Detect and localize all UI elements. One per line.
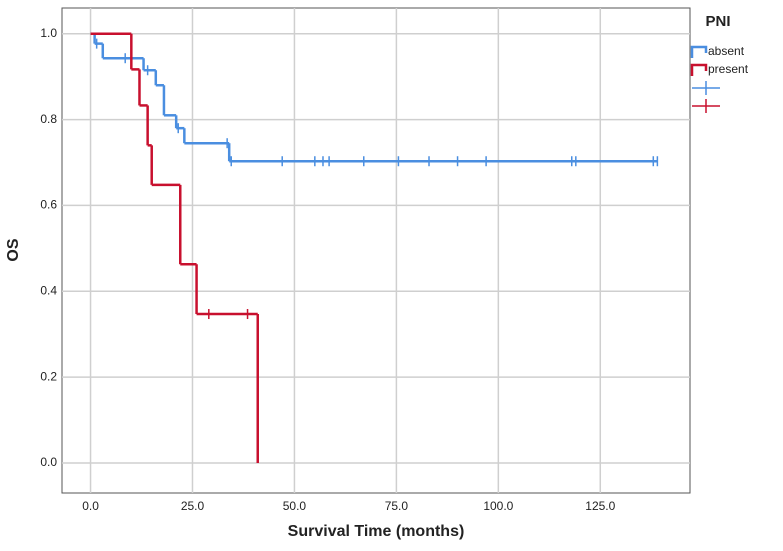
y-tick-label: 0.6: [40, 198, 57, 212]
y-tick-label: 0.8: [40, 112, 57, 126]
legend-censor-icons: [692, 81, 720, 113]
y-axis-title: OS: [5, 238, 22, 261]
x-tick-label: 125.0: [585, 499, 615, 513]
y-tick-label: 1.0: [40, 26, 57, 40]
plot-area: [61, 7, 691, 494]
x-tick-label: 100.0: [483, 499, 513, 513]
y-tick-label: 0.2: [40, 369, 57, 383]
x-tick-label: 75.0: [385, 499, 409, 513]
x-axis-title: Survival Time (months): [288, 523, 465, 540]
y-tick-label: 0.4: [40, 283, 57, 297]
legend-label: present: [708, 62, 749, 76]
legend-swatch: [690, 63, 708, 76]
legend-title: PNI: [705, 13, 730, 30]
x-tick-label: 50.0: [283, 499, 307, 513]
legend-swatch: [690, 45, 708, 58]
x-tick-label: 0.0: [82, 499, 99, 513]
legend-label: absent: [708, 44, 745, 58]
y-tick-label: 0.0: [40, 455, 57, 469]
x-tick-label: 25.0: [181, 499, 205, 513]
